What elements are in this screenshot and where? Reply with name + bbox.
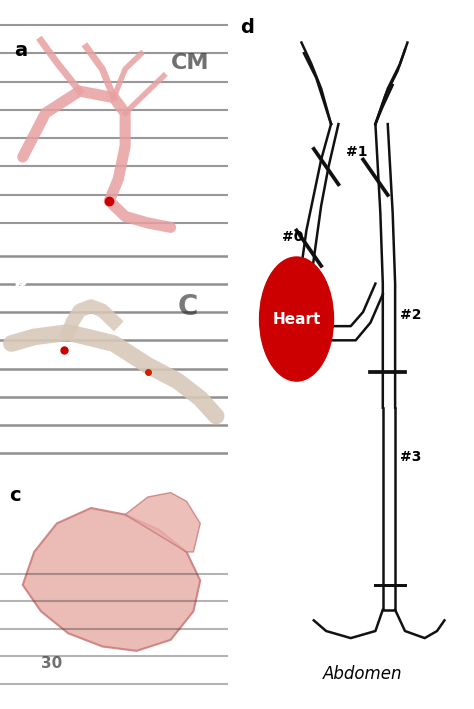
Text: a: a [14, 40, 27, 60]
Text: #0: #0 [282, 230, 303, 244]
Text: Abdomen: Abdomen [323, 664, 403, 683]
Ellipse shape [260, 257, 334, 381]
Text: Heart: Heart [273, 311, 321, 327]
Text: 30: 30 [41, 657, 62, 671]
Text: CM: CM [171, 53, 209, 73]
Text: c: c [9, 486, 21, 505]
Text: #3: #3 [400, 450, 421, 464]
Text: #2: #2 [400, 308, 421, 322]
Polygon shape [23, 508, 200, 651]
Text: d: d [240, 18, 254, 37]
Text: #1: #1 [346, 145, 367, 159]
Polygon shape [125, 493, 200, 552]
Text: b: b [14, 271, 27, 290]
Text: C: C [177, 293, 198, 321]
